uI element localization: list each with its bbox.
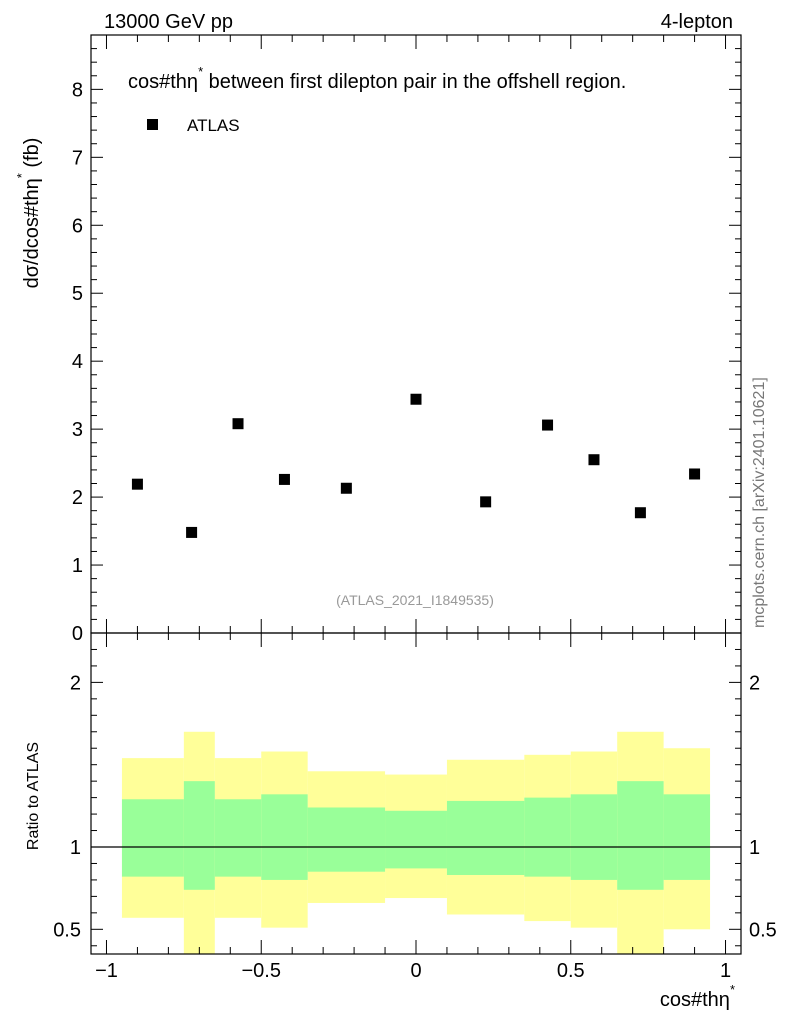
- ratio-y-tick-labels: 0.5 0.5 1 1 2 2: [53, 672, 777, 941]
- ratio-bands: [121, 731, 711, 954]
- main-plot: 0 1 2 3 4 5 6 7 8 cos#thη* between first dilepto…: [14, 34, 742, 645]
- ratio-band-inner: [307, 807, 386, 872]
- x-tick-labels: −1 −0.5 0 0.5 1: [95, 960, 731, 982]
- ratio-y-tick-label-right: 0.5: [749, 919, 777, 941]
- analysis-watermark: (ATLAS_2021_I1849535): [336, 592, 494, 608]
- main-y-tick-label: 0: [72, 623, 83, 645]
- ratio-y-tick-label: 1: [70, 837, 81, 859]
- plot-title: cos#thη* between first dilepton pair in …: [128, 64, 626, 93]
- x-tick-label: 0: [410, 960, 421, 982]
- main-y-tick-label: 8: [72, 79, 83, 101]
- ratio-plot-frame: [90, 632, 742, 955]
- main-y-tick-label: 5: [72, 283, 83, 305]
- header-right: 4-lepton: [661, 11, 733, 33]
- ratio-band-inner: [617, 781, 664, 890]
- x-tick-label: −0.5: [241, 960, 280, 982]
- data-points: [131, 393, 701, 538]
- main-y-tick-label: 3: [72, 419, 83, 441]
- main-axis-ticks: [91, 34, 741, 634]
- ratio-band-inner: [663, 794, 711, 880]
- ratio-band-inner: [446, 800, 525, 875]
- data-point: [480, 496, 492, 508]
- ratio-band-inner: [214, 799, 262, 877]
- main-y-tick-label: 7: [72, 147, 83, 169]
- header-left: 13000 GeV pp: [104, 11, 233, 33]
- x-tick-label: 0.5: [557, 960, 585, 982]
- ratio-y-tick-label: 0.5: [53, 919, 81, 941]
- x-tick-label: −1: [95, 960, 118, 982]
- ratio-band-inner: [524, 797, 571, 877]
- main-y-tick-labels: 0 1 2 3 4 5 6 7 8: [72, 79, 83, 645]
- ratio-band-inner: [385, 810, 447, 869]
- side-label: mcplots.cern.ch [arXiv:2401.10621]: [751, 377, 768, 628]
- ratio-y-tick-label-right: 1: [749, 837, 760, 859]
- main-y-tick-label: 4: [72, 351, 83, 373]
- ratio-axis-ticks: [91, 633, 741, 954]
- data-point: [131, 478, 143, 490]
- x-tick-label: 1: [720, 960, 731, 982]
- data-point: [634, 507, 646, 519]
- ratio-band-inner: [570, 794, 618, 880]
- ratio-y-axis-label: Ratio to ATLAS: [25, 742, 42, 850]
- ratio-band-inner: [183, 781, 215, 890]
- legend-label: ATLAS: [187, 116, 240, 135]
- legend-marker: [147, 119, 158, 130]
- data-point: [410, 393, 422, 405]
- x-axis-label: cos#thη*: [660, 982, 735, 1011]
- ratio-y-tick-label-right: 2: [749, 672, 760, 694]
- ratio-y-tick-label: 2: [70, 672, 81, 694]
- data-point: [186, 526, 198, 538]
- data-point: [278, 473, 290, 485]
- data-point: [588, 454, 600, 466]
- main-y-tick-label: 1: [72, 555, 83, 577]
- data-point: [689, 468, 701, 480]
- ratio-band-inner: [261, 794, 308, 880]
- main-y-tick-label: 6: [72, 215, 83, 237]
- data-point: [340, 482, 352, 494]
- data-point: [542, 419, 554, 431]
- main-y-tick-label: 2: [72, 487, 83, 509]
- data-point: [232, 418, 244, 430]
- ratio-band-inner: [121, 799, 184, 877]
- main-y-axis-label: dσ/dcos#thη* (fb): [14, 138, 43, 289]
- ratio-plot: 0.5 0.5 1 1 2 2 −1 −0.5 0 0.5 1 Ratio to ATLAS co…: [25, 632, 777, 1011]
